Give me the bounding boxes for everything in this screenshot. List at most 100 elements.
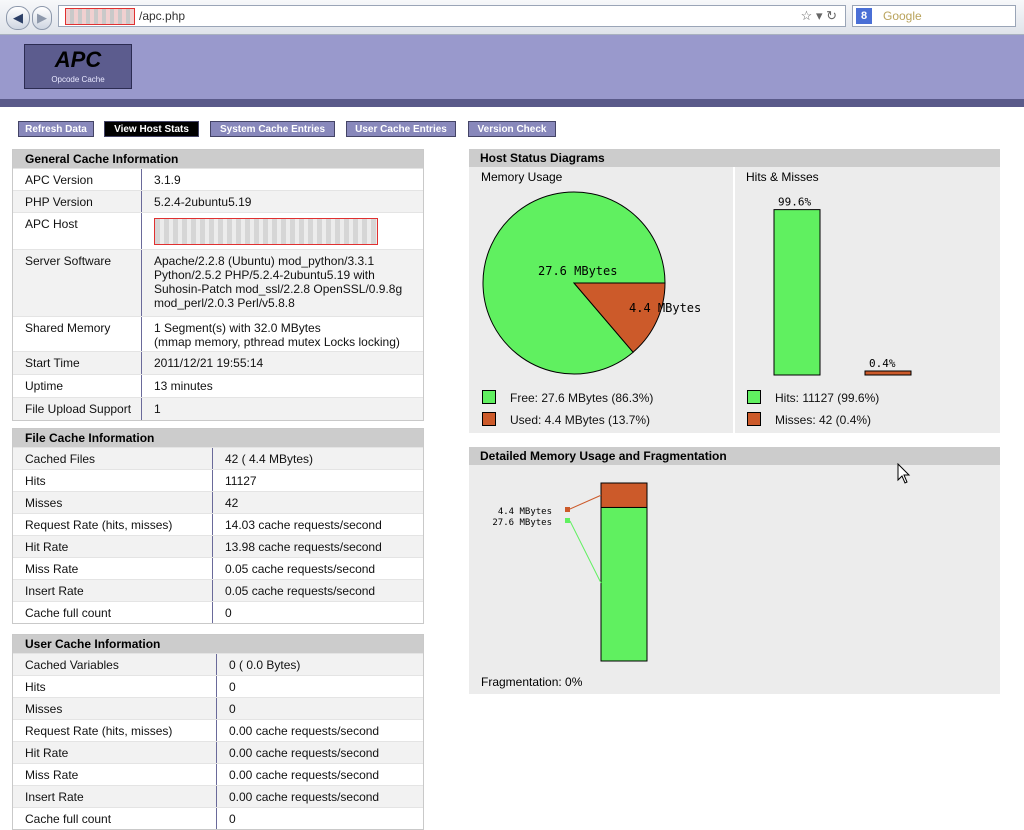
misses-legend-text: Misses: 42 (0.4%) bbox=[775, 413, 872, 427]
table-row: APC Version 3.1.9 bbox=[13, 168, 423, 190]
row-value: 1 Segment(s) with 32.0 MBytes (mmap memor… bbox=[142, 317, 423, 351]
used-legend-text: Used: 4.4 MBytes (13.7%) bbox=[510, 413, 651, 427]
table-row: Cached Files 42 ( 4.4 MBytes) bbox=[13, 447, 423, 469]
file-cache-table: File Cache Information Cached Files 42 ( … bbox=[12, 428, 424, 624]
row-value: 3.1.9 bbox=[154, 173, 181, 187]
page-header bbox=[0, 35, 1024, 99]
system-cache-entries-button[interactable]: System Cache Entries bbox=[210, 121, 335, 137]
row-value: 0.00 cache requests/second bbox=[229, 768, 380, 782]
row-value: 1 bbox=[154, 402, 161, 416]
row-value: 0.00 cache requests/second bbox=[229, 724, 380, 738]
table-row: PHP Version 5.2.4-2ubuntu5.19 bbox=[13, 190, 423, 212]
row-key: File Upload Support bbox=[13, 398, 142, 420]
view-host-stats-button[interactable]: View Host Stats bbox=[104, 121, 199, 137]
table-row: Insert Rate 0.00 cache requests/second bbox=[13, 785, 423, 807]
table-row: Hit Rate 0.00 cache requests/second bbox=[13, 741, 423, 763]
bar-misses bbox=[864, 370, 912, 376]
row-key: PHP Version bbox=[13, 191, 142, 212]
table-row: Start Time 2011/12/21 19:55:14 bbox=[13, 351, 423, 374]
logo-title: APC bbox=[54, 47, 102, 72]
url-path: /apc.php bbox=[139, 9, 186, 23]
table-row: Uptime 13 minutes bbox=[13, 374, 423, 397]
header-divider bbox=[0, 99, 1024, 107]
row-key: Misses bbox=[13, 698, 217, 719]
row-key: Cache full count bbox=[13, 808, 217, 829]
row-value: 0 bbox=[229, 812, 236, 826]
table-row: Miss Rate 0.00 cache requests/second bbox=[13, 763, 423, 785]
row-value: 0 bbox=[229, 680, 236, 694]
row-key: Hits bbox=[13, 470, 213, 491]
address-bar[interactable]: /apc.php ☆ ▾ ↻ bbox=[58, 5, 846, 27]
star-icon[interactable]: ☆ bbox=[800, 8, 813, 23]
general-cache-table: General Cache Information APC Version 3.… bbox=[12, 149, 424, 421]
url-bar-icons: ☆ ▾ ↻ bbox=[801, 8, 837, 24]
row-value bbox=[142, 213, 423, 249]
row-key: Start Time bbox=[13, 352, 142, 374]
table-row: Insert Rate 0.05 cache requests/second bbox=[13, 579, 423, 601]
row-value: 5.2.4-2ubuntu5.19 bbox=[154, 195, 252, 209]
row-value: 0 bbox=[229, 702, 236, 716]
shared-memory-line1: 1 Segment(s) with 32.0 MBytes bbox=[154, 321, 321, 335]
row-key: Hit Rate bbox=[13, 742, 217, 763]
back-button[interactable]: ◀ bbox=[6, 6, 30, 30]
row-key: Request Rate (hits, misses) bbox=[13, 720, 217, 741]
segment-label-free: 27.6 MBytes bbox=[492, 518, 552, 528]
free-legend-swatch bbox=[482, 390, 496, 404]
file-cache-title: File Cache Information bbox=[13, 429, 423, 447]
hits-legend-text: Hits: 11127 (99.6%) bbox=[775, 391, 880, 405]
table-row: Misses 0 bbox=[13, 697, 423, 719]
table-row: Shared Memory 1 Segment(s) with 32.0 MBy… bbox=[13, 316, 423, 351]
search-input[interactable]: Google bbox=[883, 9, 922, 23]
row-key: Uptime bbox=[13, 375, 142, 397]
used-legend-swatch bbox=[482, 412, 496, 426]
row-key: APC Version bbox=[13, 169, 142, 190]
table-row: File Upload Support 1 bbox=[13, 397, 423, 420]
fragmentation-text: Fragmentation: 0% bbox=[481, 675, 583, 689]
row-key: Server Software bbox=[13, 250, 142, 316]
row-key: Request Rate (hits, misses) bbox=[13, 514, 213, 535]
row-value: 0.05 cache requests/second bbox=[225, 562, 376, 576]
row-key: Shared Memory bbox=[13, 317, 142, 351]
row-value: 42 ( 4.4 MBytes) bbox=[225, 452, 314, 466]
chevron-down-icon[interactable]: ▾ bbox=[815, 8, 823, 23]
hits-misses-label: Hits & Misses bbox=[746, 170, 819, 184]
memory-usage-label: Memory Usage bbox=[481, 170, 563, 184]
table-row: Misses 42 bbox=[13, 491, 423, 513]
table-row: Request Rate (hits, misses) 0.00 cache re… bbox=[13, 719, 423, 741]
row-value: 42 bbox=[225, 496, 239, 510]
forward-button[interactable]: ▶ bbox=[32, 6, 52, 30]
row-key: Insert Rate bbox=[13, 580, 213, 601]
detailed-memory-title: Detailed Memory Usage and Fragmentation bbox=[469, 447, 1000, 465]
refresh-data-button[interactable]: Refresh Data bbox=[18, 121, 94, 137]
bar-label-hits: 99.6% bbox=[778, 196, 811, 209]
detailed-memory-panel: Fragmentation: 0% bbox=[469, 465, 1000, 694]
version-check-button[interactable]: Version Check bbox=[468, 121, 556, 137]
search-box[interactable]: 8 Google bbox=[852, 5, 1016, 27]
pie-label-used: 4.4 MBytes bbox=[629, 301, 701, 315]
table-row: Cache full count 0 bbox=[13, 807, 423, 829]
row-key: APC Host bbox=[13, 213, 142, 249]
reload-icon[interactable]: ↻ bbox=[826, 8, 837, 23]
misses-legend-swatch bbox=[747, 412, 761, 426]
mouse-cursor-icon bbox=[897, 463, 911, 484]
segment-free bbox=[600, 506, 648, 662]
table-row: Hits 11127 bbox=[13, 469, 423, 491]
row-key: Miss Rate bbox=[13, 558, 213, 579]
segment-label-used: 4.4 MBytes bbox=[498, 507, 552, 517]
row-value: Apache/2.2.8 (Ubuntu) mod_python/3.3.1 P… bbox=[154, 254, 403, 310]
user-cache-entries-button[interactable]: User Cache Entries bbox=[346, 121, 456, 137]
shared-memory-line2: (mmap memory, pthread mutex Locks lockin… bbox=[154, 335, 400, 349]
row-key: Cached Files bbox=[13, 448, 213, 469]
hits-legend-swatch bbox=[747, 390, 761, 404]
row-key: Hits bbox=[13, 676, 217, 697]
row-key: Misses bbox=[13, 492, 213, 513]
table-row: Cached Variables 0 ( 0.0 Bytes) bbox=[13, 653, 423, 675]
row-value: 13 minutes bbox=[154, 379, 213, 393]
browser-toolbar: ◀ ▶ /apc.php ☆ ▾ ↻ 8 Google bbox=[0, 0, 1024, 35]
row-key: Cache full count bbox=[13, 602, 213, 623]
search-engine-icon[interactable]: 8 bbox=[856, 8, 872, 24]
row-value: 0.00 cache requests/second bbox=[229, 790, 380, 804]
row-value: 11127 bbox=[225, 474, 257, 488]
